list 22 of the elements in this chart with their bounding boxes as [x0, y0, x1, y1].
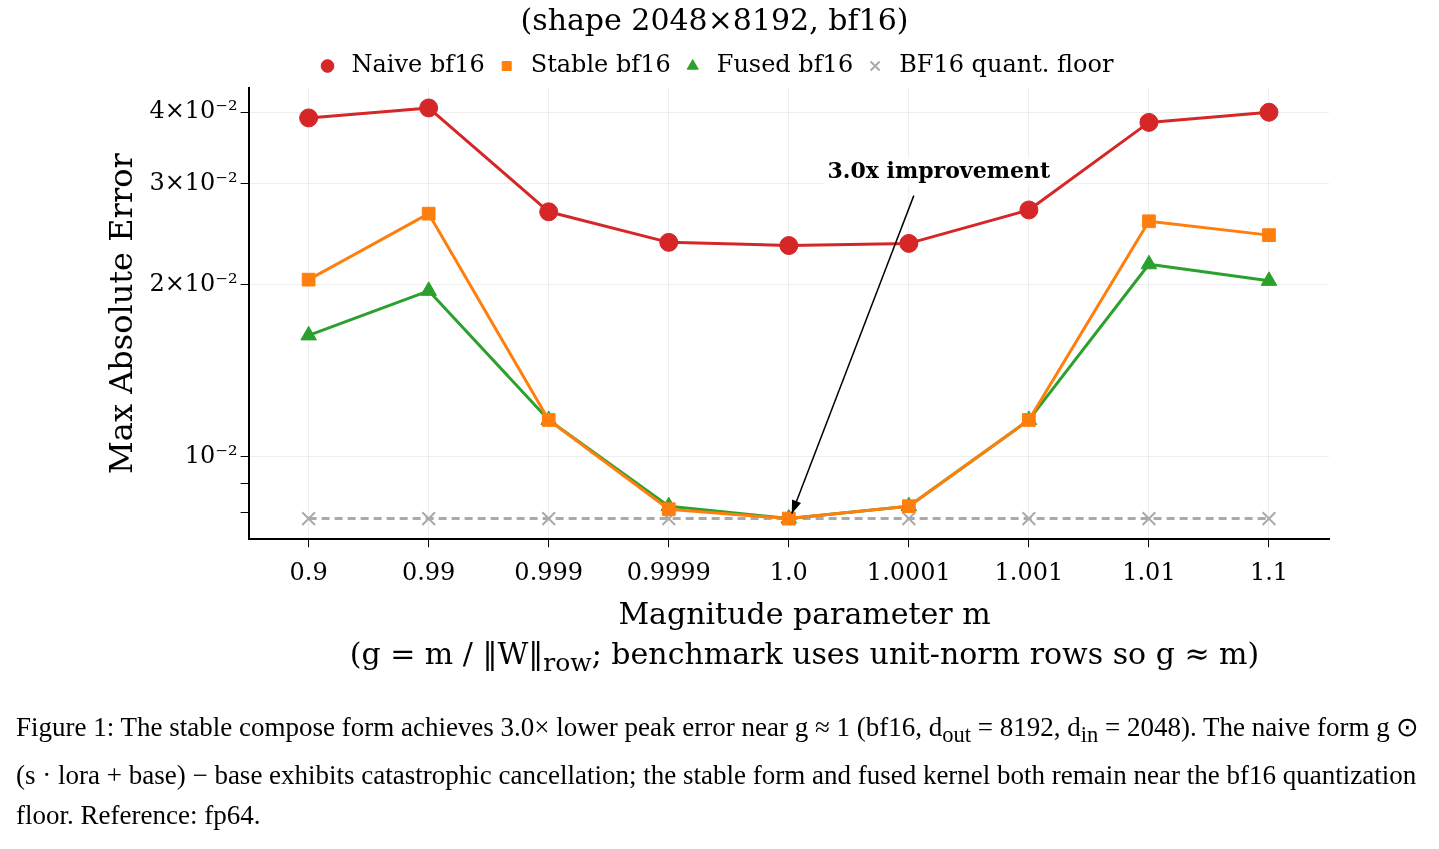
chart-title: (shape 2048×8192, bf16) — [520, 1, 909, 37]
text: Magnitude parameter m (g = m / ‖W‖$_{row}$; benchmark uses unit-norm rows so g ≈ m) — [349, 596, 1260, 677]
legend-label: Stable bf16 — [530, 50, 671, 79]
y-axis-title: Max Absolute Error — [101, 152, 140, 474]
y-tick-label: 2×10⁻² — [149, 268, 238, 297]
x-tick-label: 1.1 — [1249, 557, 1289, 586]
legend-label: Fused bf16 — [716, 50, 854, 79]
x-tick-label: 0.9 — [289, 557, 328, 586]
annotation: 3.0x improvement — [827, 157, 1051, 184]
x-tick-label: 1.0001 — [866, 557, 951, 586]
y-tick-label: 3×10⁻² — [149, 168, 238, 196]
x-tick-label: 1.01 — [1122, 557, 1176, 586]
legend-label: Naive bf16 — [351, 50, 485, 79]
x-tick-label: 1.0 — [769, 557, 808, 586]
legend-label: BF16 quant. floor — [899, 50, 1114, 79]
x-tick-label: 0.999 — [514, 557, 584, 586]
x-tick-label: 0.99 — [401, 557, 456, 586]
x-tick-label: 1.001 — [994, 557, 1064, 586]
y-tick-label: 4×10⁻² — [149, 96, 238, 125]
y-tick-label: 10⁻² — [184, 441, 238, 470]
caption: Figure 1: The stable compose form achieves 3.0× lower peak error near g ≈ 1 (bf16, d$_{out}$ = 8192, d$_{in}$ = 2048). The naive form g ⊙ (s · lora + base) − base exhibits catastrophic cancellation; the stable form and fused kernel both remain near the bf16 quantization floor. Reference: fp64. — [16, 711, 1421, 833]
x-tick-label: 0.9999 — [626, 557, 711, 586]
